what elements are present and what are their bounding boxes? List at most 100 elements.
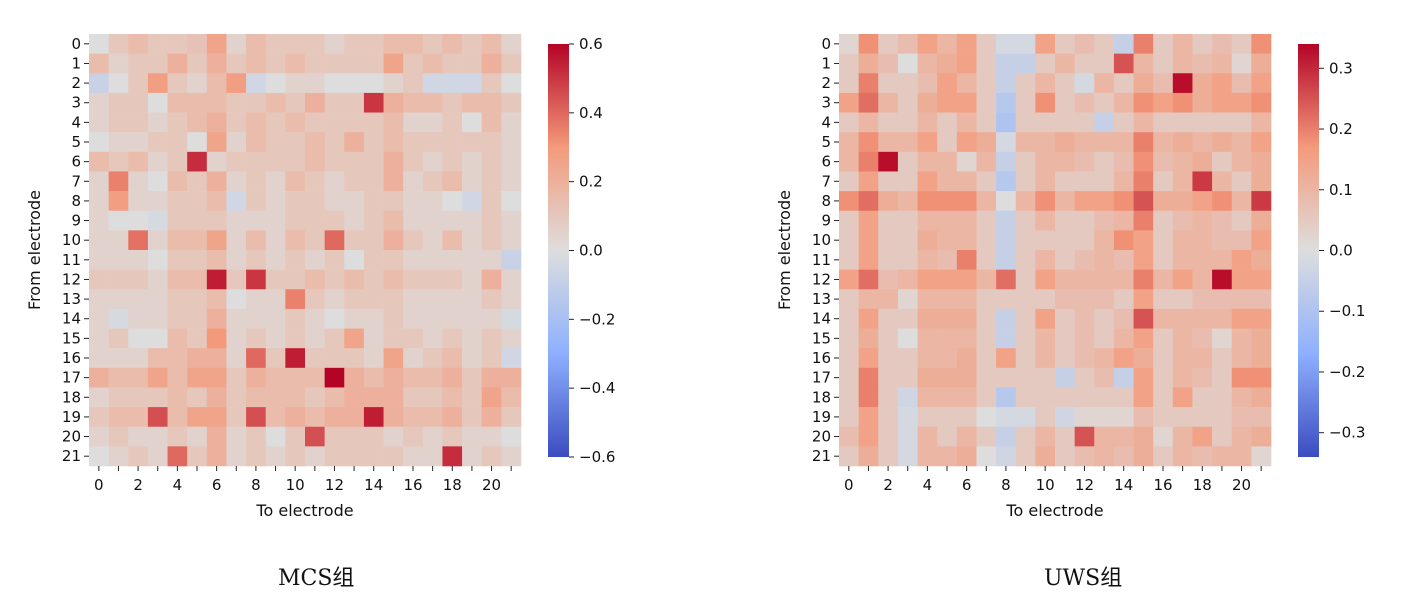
heatmap-cell — [383, 171, 404, 192]
heatmap-cell — [917, 132, 938, 153]
heatmap-cell — [839, 348, 859, 369]
heatmap-cell — [226, 34, 247, 54]
heatmap-cell — [897, 446, 918, 467]
heatmap-cell — [89, 73, 109, 94]
heatmap-cell — [167, 132, 188, 153]
heatmap-cell — [1015, 210, 1036, 231]
heatmap-cell — [917, 73, 938, 94]
heatmap-cell — [501, 446, 522, 467]
heatmap-cell — [403, 387, 424, 408]
heatmap-cell — [956, 92, 977, 113]
heatmap-cell — [1153, 230, 1174, 251]
heatmap-cell — [1015, 171, 1036, 192]
heatmap-cell — [305, 92, 325, 113]
heatmap-cell — [897, 191, 918, 212]
heatmap-cell — [996, 407, 1017, 428]
heatmap-cell — [917, 92, 938, 113]
y-tick-label: 6 — [821, 153, 831, 171]
heatmap-cell — [285, 53, 306, 74]
heatmap-cell — [324, 210, 345, 231]
heatmap-cell — [1231, 151, 1252, 172]
heatmap-cell — [344, 112, 365, 133]
heatmap-cell — [128, 348, 149, 369]
heatmap-cell — [839, 367, 859, 388]
y-axis-label: From electrode — [775, 190, 794, 310]
heatmap-cell — [422, 269, 443, 290]
heatmap-cell — [1113, 250, 1134, 270]
heatmap-cell — [1035, 191, 1056, 212]
heatmap-cell — [344, 446, 365, 467]
heatmap-cell — [89, 308, 109, 329]
heatmap-cell — [1015, 426, 1036, 447]
heatmap-cell — [285, 34, 306, 54]
heatmap-cell — [128, 73, 149, 94]
heatmap-cell — [226, 269, 247, 290]
heatmap-cell — [996, 132, 1017, 153]
heatmap-cell — [1231, 73, 1252, 94]
heatmap-cell — [1035, 328, 1056, 349]
heatmap-cell — [1231, 34, 1252, 54]
heatmap-cell — [1172, 289, 1193, 310]
heatmap-cell — [246, 250, 267, 270]
heatmap-cell — [1153, 151, 1174, 172]
heatmap-cell — [481, 328, 502, 349]
heatmap-cell — [1035, 210, 1056, 231]
heatmap-cell — [147, 73, 168, 94]
heatmap-cell — [1153, 34, 1174, 54]
heatmap-cell — [1251, 73, 1272, 94]
colorbar-tick-label: 0.2 — [1329, 120, 1353, 138]
heatmap-cell — [1055, 328, 1075, 349]
heatmap-cell — [1133, 446, 1154, 467]
heatmap-cell — [1074, 387, 1095, 408]
heatmap-cell — [324, 446, 345, 467]
heatmap-cell — [956, 171, 977, 192]
heatmap-cell — [363, 151, 384, 172]
heatmap-cell — [1133, 73, 1154, 94]
heatmap-cell — [1015, 73, 1036, 94]
heatmap-cell — [1251, 112, 1272, 133]
heatmap-cell — [1074, 446, 1095, 467]
heatmap-cell — [1035, 269, 1056, 290]
heatmap-cell — [501, 92, 522, 113]
heatmap-cell — [383, 426, 404, 447]
heatmap-cell — [1251, 171, 1272, 192]
heatmap-cell — [363, 53, 384, 74]
heatmap-cell — [1074, 308, 1095, 329]
heatmap-cell — [324, 407, 345, 428]
heatmap-cell — [956, 132, 977, 153]
heatmap-cell — [858, 34, 879, 54]
heatmap-cell — [108, 191, 129, 212]
heatmap-cell — [1133, 171, 1154, 192]
heatmap-cell — [187, 151, 208, 172]
x-tick-label: 10 — [1036, 476, 1055, 494]
heatmap-cell — [305, 53, 325, 74]
heatmap-cell — [917, 250, 938, 270]
heatmap-cell — [1251, 308, 1272, 329]
heatmap-cell — [1074, 289, 1095, 310]
heatmap-cell — [226, 328, 247, 349]
heatmap-cell — [1231, 289, 1252, 310]
heatmap-cell — [996, 328, 1017, 349]
heatmap-cell — [501, 367, 522, 388]
heatmap-cell — [878, 53, 899, 74]
colorbar-tick-label: −0.1 — [1329, 302, 1365, 320]
heatmap-cell — [226, 289, 247, 310]
heatmap-cell — [265, 250, 286, 270]
heatmap-cell — [383, 53, 404, 74]
heatmap-cell — [1153, 191, 1174, 212]
heatmap-cell — [1133, 367, 1154, 388]
heatmap-cell — [937, 230, 958, 251]
heatmap-cell — [1212, 92, 1233, 113]
heatmap-cell — [839, 426, 859, 447]
heatmap-cell — [917, 308, 938, 329]
heatmap-cell — [89, 34, 109, 54]
heatmap-cell — [858, 73, 879, 94]
heatmap-cell — [285, 348, 306, 369]
heatmap-cell — [167, 92, 188, 113]
heatmap-cell — [1192, 171, 1213, 192]
heatmap-cell — [1231, 328, 1252, 349]
heatmap-cell — [442, 191, 463, 212]
heatmap-cell — [403, 171, 424, 192]
heatmap-cell — [481, 191, 502, 212]
heatmap-cell — [167, 387, 188, 408]
